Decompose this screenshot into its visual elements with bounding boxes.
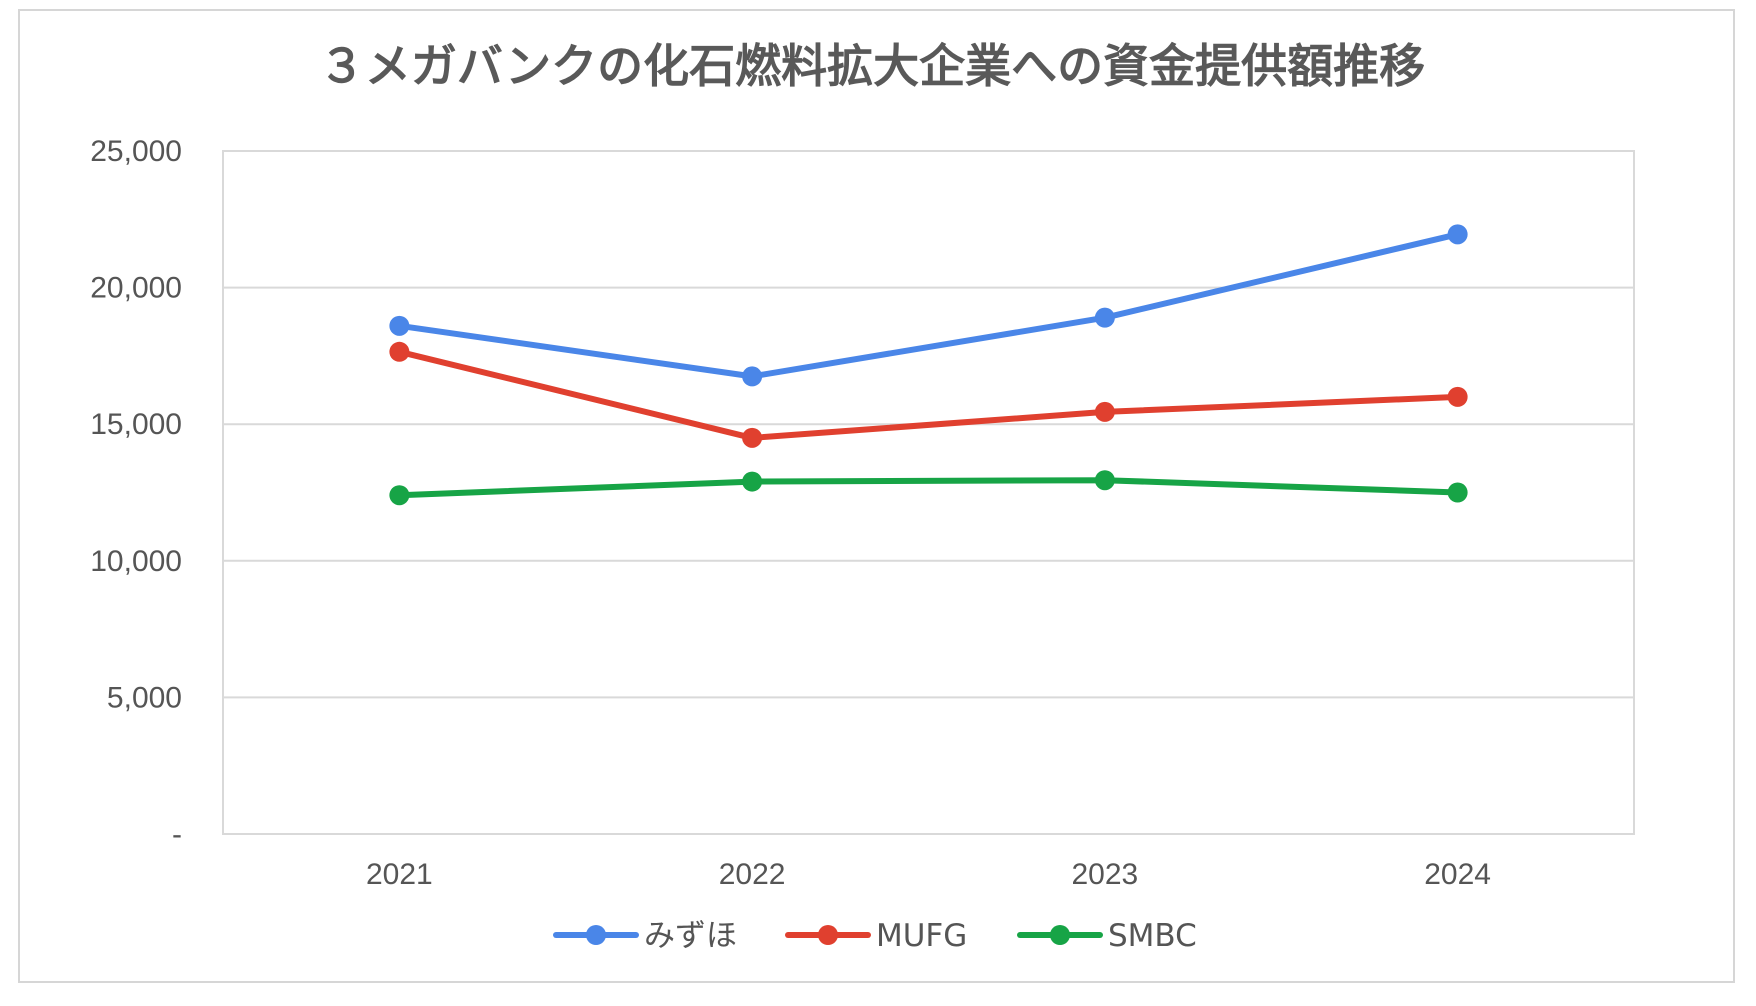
y-tick-label: - bbox=[172, 818, 182, 851]
legend-swatch-marker bbox=[1050, 925, 1070, 945]
legend-item: MUFG bbox=[785, 918, 967, 954]
data-point bbox=[1447, 386, 1468, 407]
y-tick-label: 10,000 bbox=[90, 545, 182, 578]
series-みずほ bbox=[389, 224, 1468, 387]
data-point bbox=[389, 341, 410, 362]
x-tick-label: 2021 bbox=[366, 858, 433, 891]
legend-label: SMBC bbox=[1108, 918, 1197, 954]
x-tick-label: 2024 bbox=[1424, 858, 1491, 891]
y-tick-label: 20,000 bbox=[90, 272, 182, 305]
series-line bbox=[396, 477, 1461, 499]
legend-swatch-marker bbox=[818, 925, 838, 945]
chart-title: ３メガバンクの化石燃料拡大企業への資金提供額推移 bbox=[319, 39, 1425, 93]
x-axis-ticks: 2021 2022 2023 2024 bbox=[366, 858, 1491, 891]
legend-label: みずほ bbox=[644, 918, 737, 954]
data-point bbox=[1094, 401, 1115, 422]
series-line bbox=[396, 231, 1461, 380]
x-tick-label: 2022 bbox=[719, 858, 786, 891]
legend-item: SMBC bbox=[1017, 918, 1197, 954]
series-line bbox=[396, 348, 1461, 441]
data-point bbox=[1094, 470, 1115, 491]
data-point bbox=[1094, 307, 1115, 328]
legend-label: MUFG bbox=[876, 918, 967, 954]
plot-area-border bbox=[222, 150, 1635, 835]
series-MUFG bbox=[389, 341, 1468, 448]
data-point bbox=[742, 366, 763, 387]
data-point bbox=[389, 315, 410, 336]
data-point bbox=[742, 427, 763, 448]
y-tick-label: 15,000 bbox=[90, 408, 182, 441]
series-SMBC bbox=[389, 470, 1468, 506]
legend-item: みずほ bbox=[553, 918, 737, 954]
data-point bbox=[742, 471, 763, 492]
y-tick-label: 5,000 bbox=[107, 681, 182, 714]
data-point bbox=[1447, 224, 1468, 245]
y-tick-label: 25,000 bbox=[90, 135, 182, 168]
series-lines bbox=[389, 224, 1468, 506]
data-point bbox=[389, 485, 410, 506]
legend: みずほ MUFG SMBC bbox=[553, 918, 1197, 954]
legend-swatch-marker bbox=[586, 925, 606, 945]
data-point bbox=[1447, 482, 1468, 503]
x-tick-label: 2023 bbox=[1072, 858, 1139, 891]
y-axis-ticks: - 5,000 10,000 15,000 20,000 25,000 bbox=[90, 135, 182, 851]
